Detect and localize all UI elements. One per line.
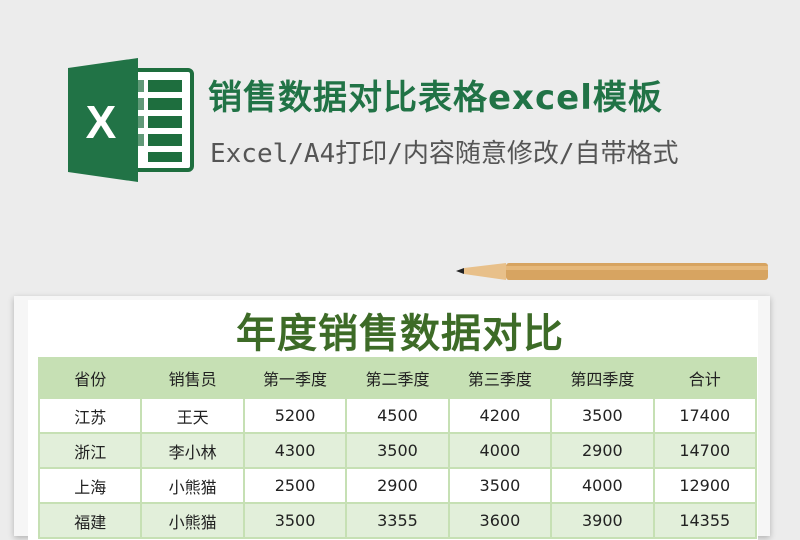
- table-cell[interactable]: 2900: [345, 467, 450, 504]
- table-cell[interactable]: 福建: [37, 502, 143, 539]
- table-row: 上海 小熊猫 2500 2900 3500 4000 12900: [37, 467, 758, 504]
- table-cell[interactable]: 3500: [345, 432, 450, 469]
- sales-table: 省份 销售员 第一季度 第二季度 第三季度 第四季度 合计 江苏 王天 5200 45…: [37, 357, 758, 539]
- page-subtitle: Excel/A4打印/内容随意修改/自带格式: [210, 139, 679, 169]
- table-cell[interactable]: 4000: [447, 432, 553, 469]
- table-cell[interactable]: 3500: [550, 397, 655, 434]
- table-cell[interactable]: 4300: [242, 432, 348, 469]
- table-cell[interactable]: 江苏: [37, 397, 143, 434]
- column-header: 第二季度: [345, 357, 450, 399]
- page-title: 销售数据对比表格excel模板: [208, 78, 663, 118]
- table-header-row: 省份 销售员 第一季度 第二季度 第三季度 第四季度 合计: [37, 357, 758, 399]
- column-header: 省份: [37, 357, 143, 399]
- table-cell[interactable]: 3600: [447, 502, 553, 539]
- pencil-icon: [456, 263, 768, 280]
- table-cell[interactable]: 李小林: [140, 432, 245, 469]
- table-cell[interactable]: 3355: [345, 502, 450, 539]
- column-header: 销售员: [140, 357, 245, 399]
- table-cell[interactable]: 小熊猫: [140, 502, 245, 539]
- table-row: 福建 小熊猫 3500 3355 3600 3900 14355: [37, 502, 758, 539]
- column-header: 第四季度: [550, 357, 655, 399]
- table-cell[interactable]: 4500: [345, 397, 450, 434]
- table-row: 浙江 李小林 4300 3500 4000 2900 14700: [37, 432, 758, 469]
- table-cell[interactable]: 17400: [652, 397, 758, 434]
- table-cell[interactable]: 12900: [652, 467, 758, 504]
- table-cell[interactable]: 4200: [447, 397, 553, 434]
- table-cell[interactable]: 4000: [550, 467, 655, 504]
- table-cell[interactable]: 14355: [652, 502, 758, 539]
- table-cell[interactable]: 上海: [37, 467, 143, 504]
- logo-letter: X: [86, 96, 117, 148]
- table-cell[interactable]: 浙江: [37, 432, 143, 469]
- table-cell[interactable]: 3500: [242, 502, 348, 539]
- column-header: 合计: [652, 357, 758, 399]
- excel-logo-icon: X: [68, 58, 194, 182]
- table-cell[interactable]: 2900: [550, 432, 655, 469]
- table-row: 江苏 王天 5200 4500 4200 3500 17400: [37, 397, 758, 434]
- table-cell[interactable]: 5200: [242, 397, 348, 434]
- table-cell[interactable]: 2500: [242, 467, 348, 504]
- table-cell[interactable]: 3500: [447, 467, 553, 504]
- table-cell[interactable]: 王天: [140, 397, 245, 434]
- sheet-title: 年度销售数据对比: [236, 311, 564, 357]
- table-cell[interactable]: 3900: [550, 502, 655, 539]
- table-cell[interactable]: 小熊猫: [140, 467, 245, 504]
- column-header: 第三季度: [447, 357, 553, 399]
- column-header: 第一季度: [242, 357, 348, 399]
- table-cell[interactable]: 14700: [652, 432, 758, 469]
